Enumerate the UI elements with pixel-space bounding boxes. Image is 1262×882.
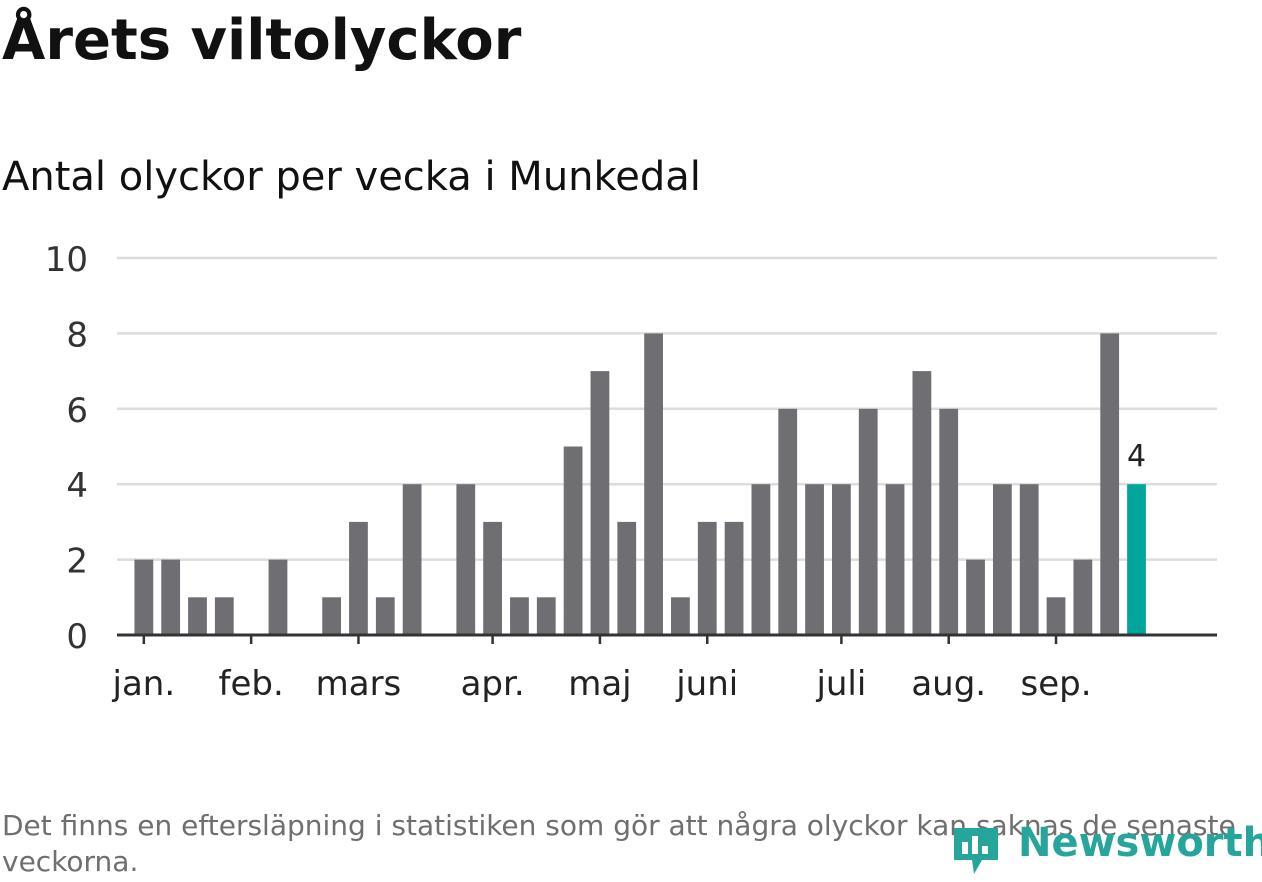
bar [268, 559, 288, 635]
x-tick-label: mars [316, 664, 402, 704]
y-tick-label: 0 [66, 617, 88, 657]
bar [617, 521, 637, 635]
y-tick-label: 4 [66, 466, 88, 506]
bar [697, 521, 717, 635]
x-tick-label: maj [568, 664, 631, 704]
bar [671, 597, 690, 635]
bar [966, 559, 985, 635]
bar [1073, 559, 1093, 635]
footnote: Det finns en eftersläpning i statistiken… [2, 809, 1236, 878]
bar [322, 597, 342, 635]
bar [188, 597, 207, 635]
bar [161, 559, 181, 635]
bar [1019, 484, 1039, 635]
bar [402, 484, 422, 635]
bar [134, 559, 154, 635]
bar [536, 597, 556, 635]
bar-highlight [1127, 484, 1146, 635]
x-tick-label: sep. [1021, 664, 1092, 704]
x-tick-label: apr. [461, 664, 525, 704]
bar [563, 446, 583, 635]
bar [939, 408, 959, 635]
x-tick-label: juli [815, 664, 866, 704]
bar [214, 597, 234, 635]
bar [1046, 597, 1066, 635]
bar [778, 408, 798, 635]
bar [912, 371, 932, 635]
bar [349, 521, 368, 635]
bar [724, 521, 744, 635]
newsworthy-logo: Newsworthy [950, 818, 1262, 878]
newsworthy-logo-text: Newsworthy [1018, 820, 1262, 866]
x-tick-label: juni [675, 664, 738, 704]
bar [832, 484, 851, 635]
bar [375, 597, 395, 635]
y-tick-label: 2 [66, 542, 88, 582]
x-tick-label: feb. [219, 664, 284, 704]
y-tick-label: 6 [66, 391, 88, 431]
newsworthy-logo-icon [954, 828, 998, 874]
x-tick-label: jan. [112, 664, 176, 704]
y-tick-label: 8 [66, 315, 88, 355]
bar [456, 484, 476, 635]
bar [805, 484, 824, 635]
bar [885, 484, 905, 635]
bar [510, 597, 529, 635]
bar [858, 408, 878, 635]
x-tick-label: aug. [911, 664, 986, 704]
bar [1100, 333, 1120, 635]
bar [590, 371, 610, 635]
chart-title: Årets viltolyckor [2, 8, 522, 73]
bar [992, 484, 1012, 635]
bar [751, 484, 771, 635]
y-tick-label: 10 [45, 240, 88, 280]
bar [483, 521, 502, 635]
bar [644, 333, 663, 635]
bar-chart: 0 2 4 6 8 10 4 jan. feb. mars apr. maj juni juli aug. s… [45, 240, 1217, 704]
bar-data-label: 4 [1127, 439, 1146, 474]
chart-subtitle: Antal olyckor per vecka i Munkedal [2, 154, 701, 200]
